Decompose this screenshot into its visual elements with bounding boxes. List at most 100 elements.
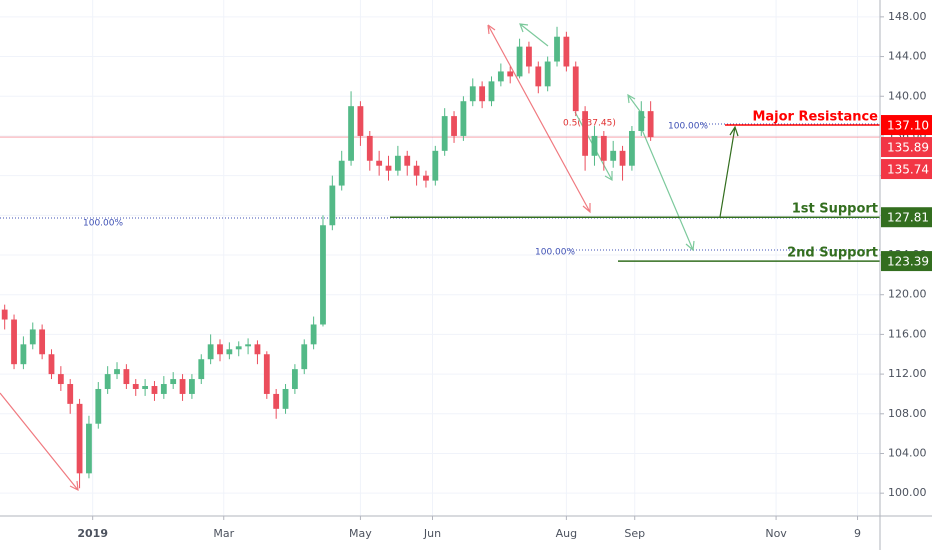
candle-body xyxy=(11,319,17,365)
candle-body xyxy=(207,344,214,360)
x-tick-label: 2019 xyxy=(77,527,108,540)
price-badge xyxy=(881,159,932,180)
candle-body xyxy=(582,111,589,156)
arrow xyxy=(519,23,549,47)
candle-body xyxy=(348,106,354,161)
y-tick-label: 116.00 xyxy=(888,327,927,340)
arrow xyxy=(639,124,695,252)
candle-body xyxy=(170,379,177,385)
candle-body xyxy=(245,344,251,347)
candles xyxy=(1,26,654,489)
candle-body xyxy=(160,384,167,394)
y-tick-label: 144.00 xyxy=(888,50,927,63)
candle-body xyxy=(497,71,504,82)
candle-body xyxy=(254,344,261,355)
x-tick-label: Sep xyxy=(624,527,645,540)
candle-body xyxy=(20,344,27,365)
candle-body xyxy=(235,346,242,350)
candle-body xyxy=(507,71,514,77)
price-badge xyxy=(881,251,932,272)
candle-body xyxy=(76,403,83,474)
arrow xyxy=(0,392,79,492)
price-badge-label: 137.10 xyxy=(887,119,929,133)
candle-body xyxy=(329,185,336,226)
candle-body xyxy=(423,175,429,181)
candle-body xyxy=(357,106,364,136)
candle-body xyxy=(432,150,439,181)
candle-body xyxy=(132,384,139,389)
level-label: 2nd Support xyxy=(787,246,878,261)
candle-body xyxy=(647,111,654,138)
y-tick-label: 120.00 xyxy=(888,288,927,301)
y-tick-label: 140.00 xyxy=(888,89,927,102)
candle-body xyxy=(151,386,158,394)
candle-body xyxy=(198,359,205,380)
candle-body xyxy=(610,150,617,161)
x-tick-label: May xyxy=(349,527,372,540)
candle-body xyxy=(563,36,570,67)
price-badge-label: 123.39 xyxy=(887,255,929,269)
candle-body xyxy=(310,324,317,345)
plot: 100.00% 100.00% 100.00% 0.5(137.45) xyxy=(0,23,880,492)
candle-body xyxy=(226,349,233,355)
level-label: 1st Support xyxy=(792,202,878,217)
price-badge-label: 127.81 xyxy=(887,211,929,225)
candle-body xyxy=(394,155,401,171)
arrow xyxy=(487,24,591,214)
y-tick-label: 100.00 xyxy=(888,486,927,499)
candle-body xyxy=(535,66,542,87)
candle-body xyxy=(554,36,560,62)
candle-body xyxy=(479,86,486,102)
price-badge xyxy=(881,115,932,136)
candle-body xyxy=(57,374,64,385)
candle-body xyxy=(404,155,411,166)
candle-body xyxy=(638,111,645,131)
axes: 100.00104.00108.00112.00116.00120.00124.… xyxy=(77,10,932,540)
y-tick-label: 108.00 xyxy=(888,407,927,420)
candle-body xyxy=(1,309,8,320)
candle-body xyxy=(301,344,308,370)
fib-label: 100.00% xyxy=(535,248,575,258)
candle-body xyxy=(104,374,111,389)
candle-body xyxy=(629,130,635,166)
candle-body xyxy=(39,329,46,355)
y-tick-label: 112.00 xyxy=(888,367,927,380)
candle-body xyxy=(591,135,598,156)
candle-body xyxy=(441,116,448,151)
x-tick-label: Aug xyxy=(556,527,577,540)
price-badge-label: 135.74 xyxy=(887,163,929,177)
candle-body xyxy=(320,225,326,325)
candle-body xyxy=(385,165,392,171)
candle-body xyxy=(273,393,280,409)
candle-body xyxy=(469,86,476,102)
candle-body xyxy=(29,329,36,345)
fib-label: 0.5(137.45) xyxy=(563,119,616,129)
candle-body xyxy=(114,369,120,375)
candle-body xyxy=(67,384,74,404)
fib-label: 100.00% xyxy=(83,219,123,229)
candle-body xyxy=(291,369,298,389)
candle-body xyxy=(413,165,420,176)
candle-body xyxy=(86,423,92,474)
fib-label: 100.00% xyxy=(668,122,708,132)
levels: Major Resistance 1st Support 2nd Support xyxy=(390,110,880,262)
candle-body xyxy=(460,101,467,136)
price-badge-label: 135.89 xyxy=(887,141,929,155)
candle-body xyxy=(376,160,383,166)
x-tick-label: Nov xyxy=(765,527,787,540)
candle-body xyxy=(619,150,626,166)
candle-body xyxy=(544,61,551,87)
candle-body xyxy=(488,81,495,102)
candle-body xyxy=(189,379,195,394)
x-tick-label: 9 xyxy=(854,527,861,540)
candle-body xyxy=(48,354,55,375)
candle-body xyxy=(526,46,532,67)
candle-body xyxy=(95,388,102,424)
x-tick-label: Mar xyxy=(213,527,234,540)
candle-body xyxy=(179,379,186,394)
candle-body xyxy=(338,160,345,186)
y-tick-label: 104.00 xyxy=(888,446,927,459)
level-label: Major Resistance xyxy=(752,110,878,125)
